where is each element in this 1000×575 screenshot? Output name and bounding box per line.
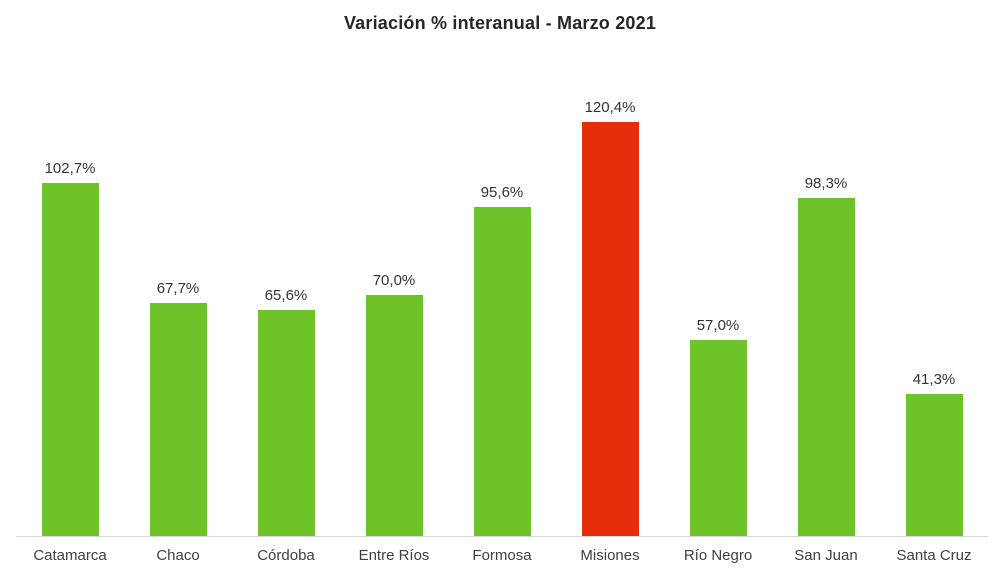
bar-value-label: 120,4% bbox=[584, 99, 636, 117]
bar-column: 57,0% bbox=[664, 77, 772, 536]
x-axis-label: Chaco bbox=[156, 547, 200, 564]
bar bbox=[365, 295, 423, 536]
chart-title: Variación % interanual - Marzo 2021 bbox=[343, 13, 657, 33]
bar bbox=[581, 122, 639, 536]
x-axis-label: Misiones bbox=[580, 547, 640, 564]
bar bbox=[473, 207, 531, 536]
bar-column: 98,3% bbox=[772, 77, 880, 536]
x-axis-label: Córdoba bbox=[257, 547, 315, 564]
x-axis-label: Formosa bbox=[472, 547, 532, 564]
bar-value-label: 65,6% bbox=[264, 287, 308, 305]
x-axis-label: Catamarca bbox=[33, 547, 107, 564]
bar-column: 95,6% bbox=[448, 77, 556, 536]
bar-column: 70,0% bbox=[340, 77, 448, 536]
bar-value-label: 102,7% bbox=[44, 159, 96, 177]
bar-column: 120,4% bbox=[556, 77, 664, 536]
bar bbox=[41, 182, 99, 536]
x-axis-label: Santa Cruz bbox=[896, 547, 972, 564]
bar-value-label: 41,3% bbox=[912, 371, 956, 389]
bar-value-label: 70,0% bbox=[372, 272, 416, 290]
bar-column: 102,7% bbox=[16, 77, 124, 536]
bar bbox=[689, 340, 747, 536]
bar-value-label: 95,6% bbox=[480, 184, 524, 202]
bar bbox=[797, 198, 855, 536]
x-axis-labels: Catamarca Chaco Córdoba Entre Ríos Formosa Mi… bbox=[16, 547, 988, 564]
bar-column: 65,6% bbox=[232, 77, 340, 536]
bar bbox=[905, 394, 963, 536]
bar bbox=[257, 310, 315, 536]
x-axis-label: Entre Ríos bbox=[358, 547, 430, 564]
x-axis-label: Río Negro bbox=[683, 547, 753, 564]
bar bbox=[149, 303, 207, 536]
plot-area: 102,7% 67,7% 65,6% 70,0% 95,6% 120,4% 57,0% 98,… bbox=[16, 77, 988, 537]
bar-value-label: 57,0% bbox=[696, 317, 740, 335]
bars-container: 102,7% 67,7% 65,6% 70,0% 95,6% 120,4% 57,0% 98,… bbox=[16, 77, 988, 536]
bar-value-label: 67,7% bbox=[156, 280, 200, 298]
x-axis-label: San Juan bbox=[794, 547, 858, 564]
bar-value-label: 98,3% bbox=[804, 175, 848, 193]
bar-column: 41,3% bbox=[880, 77, 988, 536]
bar-column: 67,7% bbox=[124, 77, 232, 536]
